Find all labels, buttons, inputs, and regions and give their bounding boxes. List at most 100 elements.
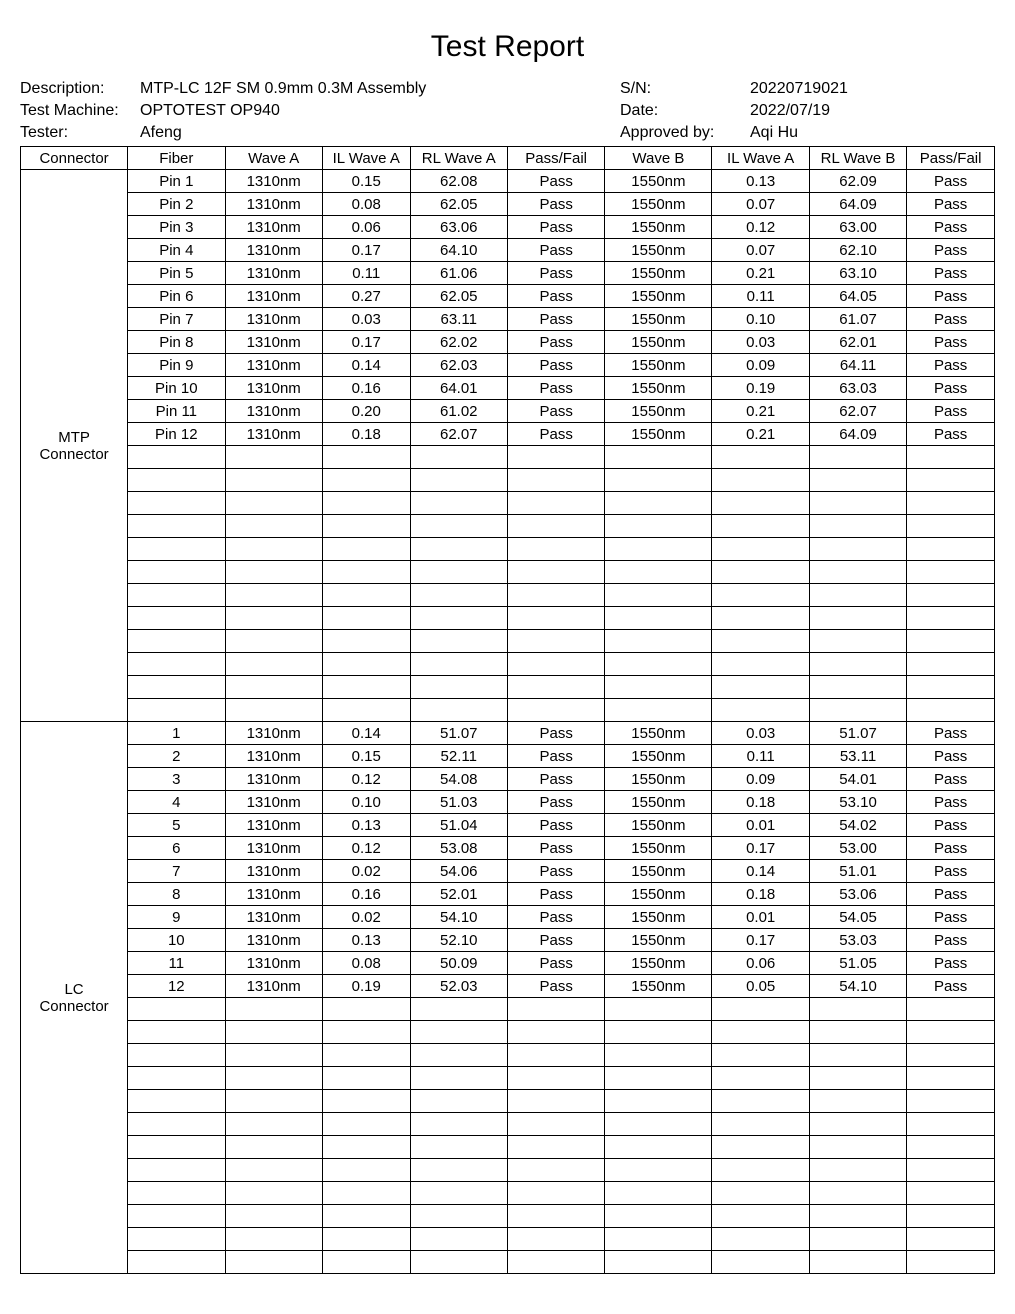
pf-a-cell: Pass — [507, 262, 604, 285]
empty-cell — [605, 1251, 712, 1274]
page-title: Test Report — [20, 30, 995, 64]
empty-cell — [410, 584, 507, 607]
pf-b-cell: Pass — [907, 860, 995, 883]
empty-cell — [507, 1067, 604, 1090]
rl-b-cell: 51.05 — [809, 952, 906, 975]
tester-label: Tester: — [20, 122, 140, 144]
pf-b-cell: Pass — [907, 745, 995, 768]
empty-cell — [225, 1228, 322, 1251]
empty-cell — [410, 515, 507, 538]
rl-a-cell: 64.01 — [410, 377, 507, 400]
table-row-empty — [21, 699, 995, 722]
il-a-cell: 0.15 — [322, 745, 410, 768]
table-row: Pin 41310nm0.1764.10Pass1550nm0.0762.10P… — [21, 239, 995, 262]
rl-a-cell: 54.10 — [410, 906, 507, 929]
empty-cell — [605, 998, 712, 1021]
table-row: 91310nm0.0254.10Pass1550nm0.0154.05Pass — [21, 906, 995, 929]
col-pf-a: Pass/Fail — [507, 147, 604, 170]
il-a-cell: 0.08 — [322, 952, 410, 975]
table-row: Pin 61310nm0.2762.05Pass1550nm0.1164.05P… — [21, 285, 995, 308]
pf-a-cell: Pass — [507, 400, 604, 423]
empty-cell — [605, 1067, 712, 1090]
wave-b-cell: 1550nm — [605, 906, 712, 929]
col-wave-a: Wave A — [225, 147, 322, 170]
table-row: Pin 101310nm0.1664.01Pass1550nm0.1963.03… — [21, 377, 995, 400]
empty-cell — [225, 1113, 322, 1136]
empty-cell — [907, 561, 995, 584]
il-a-cell: 0.20 — [322, 400, 410, 423]
sn-label: S/N: — [620, 78, 750, 100]
col-fiber: Fiber — [128, 147, 225, 170]
pf-a-cell: Pass — [507, 285, 604, 308]
empty-cell — [128, 1044, 225, 1067]
rl-b-cell: 54.05 — [809, 906, 906, 929]
empty-cell — [809, 515, 906, 538]
empty-cell — [907, 1021, 995, 1044]
wave-a-cell: 1310nm — [225, 722, 322, 745]
pf-a-cell: Pass — [507, 423, 604, 446]
table-row-empty — [21, 1228, 995, 1251]
il-a-cell: 0.11 — [322, 262, 410, 285]
empty-cell — [322, 446, 410, 469]
empty-cell — [410, 998, 507, 1021]
table-row: Pin 111310nm0.2061.02Pass1550nm0.2162.07… — [21, 400, 995, 423]
empty-cell — [322, 1182, 410, 1205]
wave-b-cell: 1550nm — [605, 837, 712, 860]
empty-cell — [712, 469, 809, 492]
wave-b-cell: 1550nm — [605, 170, 712, 193]
pf-b-cell: Pass — [907, 952, 995, 975]
empty-cell — [809, 1182, 906, 1205]
empty-cell — [410, 492, 507, 515]
empty-cell — [128, 1159, 225, 1182]
table-row: 61310nm0.1253.08Pass1550nm0.1753.00Pass — [21, 837, 995, 860]
description-value: MTP-LC 12F SM 0.9mm 0.3M Assembly — [140, 78, 620, 100]
empty-cell — [809, 1044, 906, 1067]
pf-b-cell: Pass — [907, 906, 995, 929]
pf-b-cell: Pass — [907, 722, 995, 745]
empty-cell — [712, 538, 809, 561]
il-a-cell: 0.10 — [322, 791, 410, 814]
empty-cell — [128, 515, 225, 538]
wave-a-cell: 1310nm — [225, 170, 322, 193]
il-a-cell: 0.27 — [322, 285, 410, 308]
empty-cell — [410, 1021, 507, 1044]
il-b-cell: 0.14 — [712, 860, 809, 883]
pf-b-cell: Pass — [907, 883, 995, 906]
wave-a-cell: 1310nm — [225, 768, 322, 791]
rl-b-cell: 54.01 — [809, 768, 906, 791]
empty-cell — [410, 469, 507, 492]
wave-a-cell: 1310nm — [225, 216, 322, 239]
fiber-cell: Pin 1 — [128, 170, 225, 193]
empty-cell — [712, 1067, 809, 1090]
empty-cell — [322, 561, 410, 584]
empty-cell — [712, 1251, 809, 1274]
empty-cell — [809, 446, 906, 469]
empty-cell — [410, 538, 507, 561]
empty-cell — [507, 1205, 604, 1228]
wave-b-cell: 1550nm — [605, 791, 712, 814]
empty-cell — [809, 1159, 906, 1182]
fiber-cell: 3 — [128, 768, 225, 791]
date-label: Date: — [620, 100, 750, 122]
wave-a-cell: 1310nm — [225, 745, 322, 768]
empty-cell — [507, 446, 604, 469]
table-row-empty — [21, 676, 995, 699]
rl-a-cell: 51.07 — [410, 722, 507, 745]
empty-cell — [809, 538, 906, 561]
empty-cell — [128, 1205, 225, 1228]
table-row-empty — [21, 1159, 995, 1182]
empty-cell — [322, 538, 410, 561]
rl-b-cell: 53.06 — [809, 883, 906, 906]
rl-b-cell: 51.07 — [809, 722, 906, 745]
empty-cell — [507, 699, 604, 722]
empty-cell — [128, 469, 225, 492]
col-il-wave-a: IL Wave A — [322, 147, 410, 170]
fiber-cell: 10 — [128, 929, 225, 952]
wave-b-cell: 1550nm — [605, 216, 712, 239]
empty-cell — [907, 1205, 995, 1228]
pf-b-cell: Pass — [907, 975, 995, 998]
fiber-cell: Pin 3 — [128, 216, 225, 239]
rl-b-cell: 63.00 — [809, 216, 906, 239]
pf-a-cell: Pass — [507, 837, 604, 860]
fiber-cell: Pin 9 — [128, 354, 225, 377]
